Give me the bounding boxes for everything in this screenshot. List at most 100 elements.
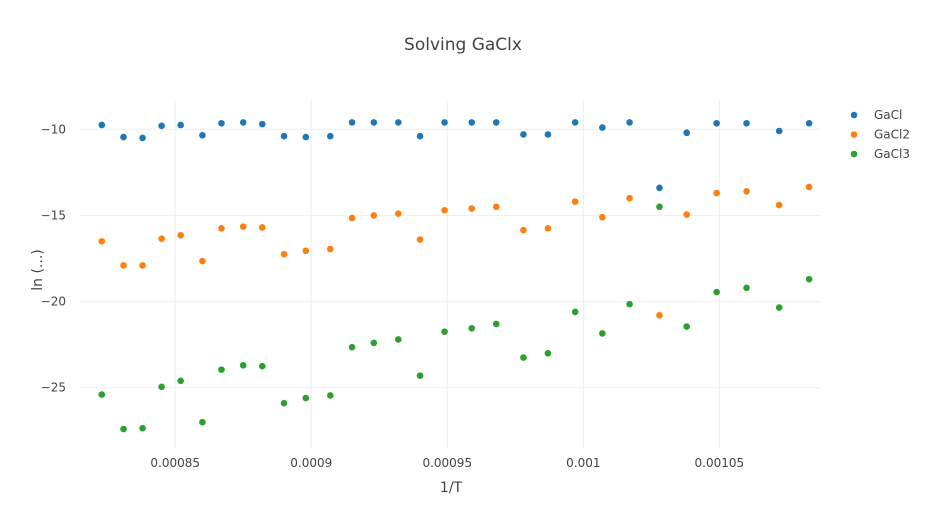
data-point[interactable] bbox=[302, 394, 310, 402]
grid-lines bbox=[80, 100, 820, 448]
legend-item-gacl[interactable]: GaCl bbox=[850, 108, 903, 122]
data-point[interactable] bbox=[683, 129, 690, 137]
data-point[interactable] bbox=[713, 119, 720, 127]
data-point[interactable] bbox=[775, 304, 783, 311]
data-point[interactable] bbox=[599, 330, 606, 337]
data-point[interactable] bbox=[775, 201, 783, 209]
data-point[interactable] bbox=[139, 424, 146, 432]
data-point[interactable] bbox=[177, 121, 184, 129]
data-point[interactable] bbox=[656, 203, 663, 211]
data-point[interactable] bbox=[571, 308, 579, 316]
legend-item-gacl3[interactable]: GaCl3 bbox=[850, 147, 910, 161]
data-point[interactable] bbox=[326, 245, 334, 253]
data-point[interactable] bbox=[743, 119, 750, 127]
data-point[interactable] bbox=[805, 275, 813, 283]
data-point[interactable] bbox=[441, 119, 448, 126]
data-point[interactable] bbox=[258, 120, 266, 128]
data-point[interactable] bbox=[599, 213, 606, 221]
data-point[interactable] bbox=[370, 119, 378, 126]
data-point[interactable] bbox=[120, 425, 127, 433]
data-point[interactable] bbox=[544, 131, 552, 138]
data-point[interactable] bbox=[348, 214, 356, 222]
data-point[interactable] bbox=[416, 236, 424, 243]
data-point[interactable] bbox=[492, 320, 500, 328]
data-point[interactable] bbox=[98, 121, 106, 129]
data-point[interactable] bbox=[326, 132, 334, 140]
data-point[interactable] bbox=[370, 339, 378, 347]
data-point[interactable] bbox=[656, 312, 663, 319]
data-point[interactable] bbox=[571, 198, 579, 205]
data-point[interactable] bbox=[120, 133, 127, 141]
data-point[interactable] bbox=[199, 418, 206, 426]
data-point[interactable] bbox=[468, 205, 476, 212]
data-points bbox=[98, 119, 813, 433]
data-point[interactable] bbox=[713, 189, 720, 197]
data-point[interactable] bbox=[571, 119, 579, 126]
data-point[interactable] bbox=[302, 133, 310, 141]
data-point[interactable] bbox=[98, 237, 106, 245]
x-tick-label: 0.00085 bbox=[150, 456, 200, 470]
data-point[interactable] bbox=[239, 223, 247, 230]
data-point[interactable] bbox=[683, 211, 690, 218]
data-point[interactable] bbox=[158, 383, 165, 391]
data-point[interactable] bbox=[468, 324, 476, 332]
data-point[interactable] bbox=[370, 212, 378, 219]
data-point[interactable] bbox=[348, 119, 356, 126]
data-point[interactable] bbox=[544, 225, 552, 232]
data-point[interactable] bbox=[395, 210, 402, 218]
data-point[interactable] bbox=[348, 343, 356, 351]
data-point[interactable] bbox=[239, 119, 247, 126]
data-point[interactable] bbox=[626, 119, 633, 126]
data-point[interactable] bbox=[177, 377, 184, 385]
data-point[interactable] bbox=[492, 203, 500, 211]
data-point[interactable] bbox=[395, 336, 402, 343]
data-point[interactable] bbox=[280, 250, 288, 258]
data-point[interactable] bbox=[441, 206, 448, 214]
data-point[interactable] bbox=[98, 391, 106, 398]
data-point[interactable] bbox=[177, 231, 184, 239]
data-point[interactable] bbox=[218, 225, 225, 232]
data-point[interactable] bbox=[520, 226, 527, 234]
data-point[interactable] bbox=[416, 132, 424, 140]
data-point[interactable] bbox=[326, 392, 334, 399]
data-point[interactable] bbox=[139, 262, 146, 269]
data-point[interactable] bbox=[492, 119, 500, 126]
data-point[interactable] bbox=[280, 399, 288, 407]
data-point[interactable] bbox=[468, 119, 476, 126]
data-point[interactable] bbox=[599, 124, 606, 131]
data-point[interactable] bbox=[656, 184, 663, 192]
data-point[interactable] bbox=[199, 257, 206, 265]
data-point[interactable] bbox=[805, 183, 813, 191]
data-point[interactable] bbox=[416, 372, 424, 379]
data-point[interactable] bbox=[158, 235, 165, 242]
data-point[interactable] bbox=[218, 366, 225, 373]
data-point[interactable] bbox=[199, 132, 206, 139]
data-point[interactable] bbox=[544, 349, 552, 357]
data-point[interactable] bbox=[626, 194, 633, 202]
data-point[interactable] bbox=[258, 224, 266, 231]
data-point[interactable] bbox=[280, 132, 288, 140]
series-gacl3 bbox=[98, 203, 813, 433]
data-point[interactable] bbox=[775, 127, 783, 135]
data-point[interactable] bbox=[743, 188, 750, 195]
data-point[interactable] bbox=[520, 354, 527, 361]
data-point[interactable] bbox=[805, 119, 813, 127]
data-point[interactable] bbox=[139, 134, 146, 142]
data-point[interactable] bbox=[441, 328, 448, 336]
data-point[interactable] bbox=[258, 362, 266, 370]
data-point[interactable] bbox=[626, 300, 633, 308]
legend[interactable]: GaCl GaCl2 GaCl3 bbox=[850, 108, 910, 161]
data-point[interactable] bbox=[218, 119, 225, 127]
data-point[interactable] bbox=[158, 122, 165, 130]
data-point[interactable] bbox=[239, 362, 247, 369]
series-gacl2 bbox=[98, 183, 813, 319]
x-tick-label: 0.00095 bbox=[422, 456, 472, 470]
data-point[interactable] bbox=[120, 262, 127, 269]
data-point[interactable] bbox=[683, 323, 690, 330]
data-point[interactable] bbox=[302, 247, 310, 255]
data-point[interactable] bbox=[713, 288, 720, 296]
data-point[interactable] bbox=[743, 284, 750, 292]
data-point[interactable] bbox=[395, 119, 402, 126]
legend-item-gacl2[interactable]: GaCl2 bbox=[850, 128, 910, 142]
data-point[interactable] bbox=[520, 131, 527, 138]
